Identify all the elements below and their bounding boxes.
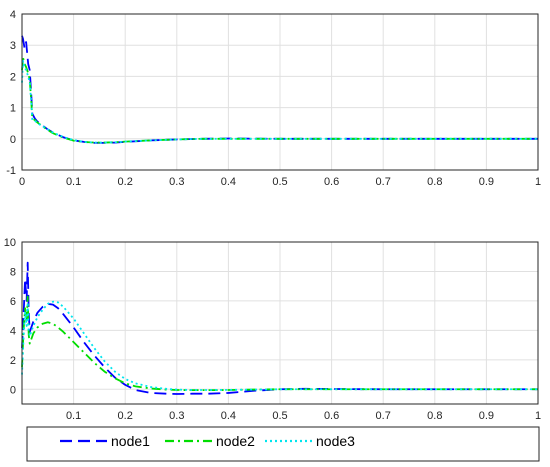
top-xtick-label: 0.7: [376, 176, 391, 188]
top-xtick-label: 1: [535, 176, 541, 188]
top-xtick-label: 0.1: [66, 176, 81, 188]
bottom-xtick-label: 0.2: [118, 410, 133, 422]
legend-label-node2: node2: [216, 433, 255, 449]
top-series-node2: [21, 56, 538, 144]
bottom-xtick-label: 0.1: [66, 410, 81, 422]
bottom-plot-series: [21, 261, 538, 395]
top-ytick-label: -1: [6, 165, 16, 177]
bottom-ytick-label: 10: [4, 237, 16, 249]
bottom-ytick-label: 0: [10, 384, 16, 396]
bottom-xtick-label: 0.6: [324, 410, 339, 422]
top-xtick-label: 0.4: [221, 176, 236, 188]
legend-label-node3: node3: [316, 433, 355, 449]
bottom-xtick-label: 0.5: [272, 410, 287, 422]
legend: node1 node2 node3: [26, 426, 540, 462]
top-ytick-label: 3: [10, 40, 16, 52]
top-xtick-label: 0.9: [479, 176, 494, 188]
bottom-series-node3: [21, 300, 538, 391]
bottom-xtick-label: 0.7: [376, 410, 391, 422]
top-xtick-label: 0.5: [272, 176, 287, 188]
bottom-ytick-label: 4: [10, 325, 16, 337]
top-xtick-label: 0.2: [118, 176, 133, 188]
legend-label-node1: node1: [111, 433, 150, 449]
bottom-ytick-label: 6: [10, 296, 16, 308]
top-ytick-label: 0: [10, 134, 16, 146]
bottom-xtick-label: 1: [535, 410, 541, 422]
legend-box: [26, 426, 540, 462]
top-xtick-label: 0.6: [324, 176, 339, 188]
top-plot-series: [21, 35, 538, 144]
bottom-ytick-label: 2: [10, 355, 16, 367]
top-xtick-label: 0: [19, 176, 25, 188]
top-ytick-label: 1: [10, 103, 16, 115]
top-ytick-label: 2: [10, 71, 16, 83]
top-xtick-label: 0.8: [427, 176, 442, 188]
bottom-xtick-label: 0.9: [479, 410, 494, 422]
top-plot-frame: [21, 13, 539, 171]
bottom-xtick-label: 0.3: [169, 410, 184, 422]
top-xtick-label: 0.3: [169, 176, 184, 188]
bottom-series-node1: [21, 261, 538, 395]
bottom-ytick-label: 8: [10, 266, 16, 278]
bottom-xtick-label: 0.4: [221, 410, 236, 422]
bottom-xtick-label: 0.8: [427, 410, 442, 422]
top-ytick-label: 4: [10, 9, 16, 21]
top-series-node3: [21, 59, 538, 144]
bottom-plot-frame: [21, 241, 539, 405]
